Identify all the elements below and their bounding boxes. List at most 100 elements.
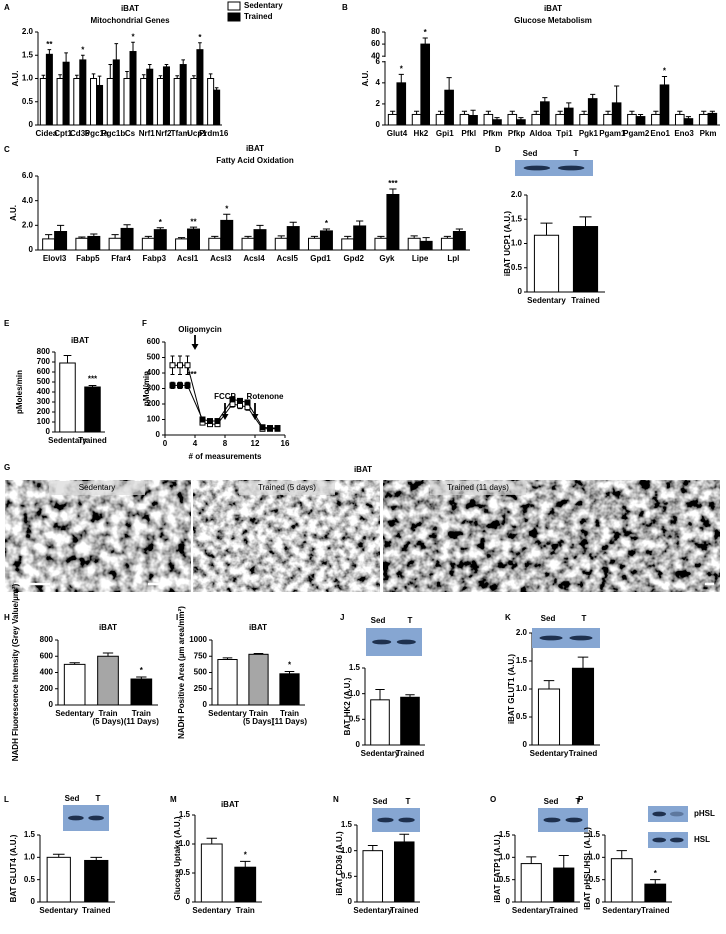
- y-tick-label: 400: [40, 668, 54, 677]
- bar: [393, 841, 415, 903]
- y-axis-label: NADH Fluorescence Intensity (Grey Value/…: [11, 583, 20, 761]
- chart-title: iBAT: [249, 623, 267, 632]
- x-tick-label: Ucp1: [187, 129, 207, 138]
- error-bar: [605, 110, 611, 115]
- chart-subtitle: Glucose Metabolism: [514, 16, 592, 25]
- marker: [244, 399, 251, 406]
- y-tick-label: 700: [37, 357, 51, 366]
- x-tick-label: Sedentary: [353, 906, 392, 915]
- y-tick-label: 0: [203, 700, 208, 709]
- x-tick-label: Sedentary: [512, 906, 551, 915]
- blot-band: [652, 837, 666, 843]
- error-bar: [41, 74, 46, 79]
- x-tick-label: Cidea: [35, 129, 57, 138]
- error-bar: [543, 680, 555, 689]
- bar: [537, 688, 561, 746]
- bar: [571, 667, 595, 746]
- significance-label: *: [288, 661, 292, 670]
- error-bar: [111, 234, 119, 239]
- bar: [130, 678, 153, 706]
- error-bar: [526, 856, 537, 864]
- bar: [540, 101, 550, 126]
- x-tick-label: Train: [236, 906, 255, 915]
- marker: [184, 382, 191, 389]
- bar: [492, 119, 502, 126]
- y-tick-label: 0.5: [341, 871, 353, 880]
- error-bar: [540, 222, 553, 236]
- panel-letter: N: [333, 795, 339, 804]
- error-bar: [577, 656, 589, 669]
- panel-letter: G: [4, 463, 10, 472]
- bar: [129, 51, 137, 126]
- bar: [387, 113, 398, 126]
- error-bar: [485, 110, 491, 115]
- x-tick-label: Acsl5: [277, 254, 299, 263]
- y-tick-label: 0: [506, 897, 511, 906]
- marker: [177, 382, 183, 389]
- marker: [184, 362, 191, 369]
- panel-letter: J: [340, 613, 344, 622]
- error-bar: [322, 228, 331, 231]
- blot-image: [515, 160, 593, 176]
- bar: [319, 230, 333, 251]
- error-bar: [375, 689, 385, 700]
- blot-band: [670, 837, 684, 843]
- y-axis-label: iBAT FATP1 (A.U.): [493, 834, 502, 902]
- bar: [63, 663, 86, 706]
- bar: [635, 116, 646, 126]
- x-tick-label: 8: [223, 439, 228, 448]
- error-bar: [147, 64, 152, 70]
- y-tick-label: 0: [49, 700, 54, 709]
- x-tick-label: Trained: [396, 749, 425, 758]
- blot-label: HSL: [694, 835, 710, 844]
- annotation: Oligomycin: [178, 325, 222, 334]
- error-bar: [289, 221, 297, 227]
- bar: [396, 82, 407, 126]
- marker: [169, 362, 176, 369]
- y-tick-label: 1.5: [516, 656, 528, 665]
- bar: [603, 113, 613, 126]
- image-label: Trained (11 days): [447, 483, 509, 492]
- error-bar: [410, 235, 418, 239]
- bar: [253, 229, 267, 251]
- y-tick-label: 200: [40, 684, 54, 693]
- bar: [213, 89, 221, 126]
- y-tick-label: 600: [40, 651, 54, 660]
- bar: [659, 84, 670, 126]
- x-tick-label: Nrf1: [139, 129, 156, 138]
- panel-letter: L: [4, 795, 9, 804]
- y-tick-label: 1.5: [341, 820, 353, 829]
- error-bar: [123, 224, 131, 229]
- error-bar: [88, 385, 97, 387]
- bar: [120, 227, 134, 251]
- bar: [553, 867, 575, 903]
- y-axis-label: A.U.: [11, 71, 20, 87]
- y-axis-label: iBAT UCP1 (A.U.): [503, 211, 512, 277]
- bar: [79, 59, 87, 126]
- bar: [234, 866, 257, 903]
- y-tick-label: 1.0: [22, 74, 34, 83]
- error-bar: [653, 110, 659, 115]
- panel-letter: B: [342, 3, 348, 12]
- bar: [468, 115, 478, 126]
- y-axis-label: NADH Positive Area (µm area/mm²): [177, 606, 186, 739]
- error-bar: [156, 227, 164, 230]
- bar: [208, 237, 222, 251]
- y-tick-label: 0.5: [499, 875, 511, 884]
- y-tick-label: 2: [376, 99, 381, 108]
- y-tick-label: 1.5: [179, 810, 191, 819]
- significance-label: **: [190, 217, 197, 226]
- error-bar: [398, 73, 404, 83]
- error-bar: [256, 224, 264, 230]
- error-bar: [399, 833, 410, 842]
- y-axis-label: A.U.: [9, 205, 18, 221]
- bar: [459, 113, 470, 126]
- error-bar: [566, 102, 572, 109]
- error-bar: [509, 110, 515, 115]
- blot-band: [68, 815, 84, 821]
- error-bar: [81, 54, 85, 60]
- y-axis-label: BAT GLUT4 (A.U.): [9, 834, 18, 902]
- x-tick-label: Pfkp: [508, 129, 525, 138]
- y-tick-label: 2.0: [511, 190, 523, 199]
- x-tick-label: Sedentary: [192, 906, 231, 915]
